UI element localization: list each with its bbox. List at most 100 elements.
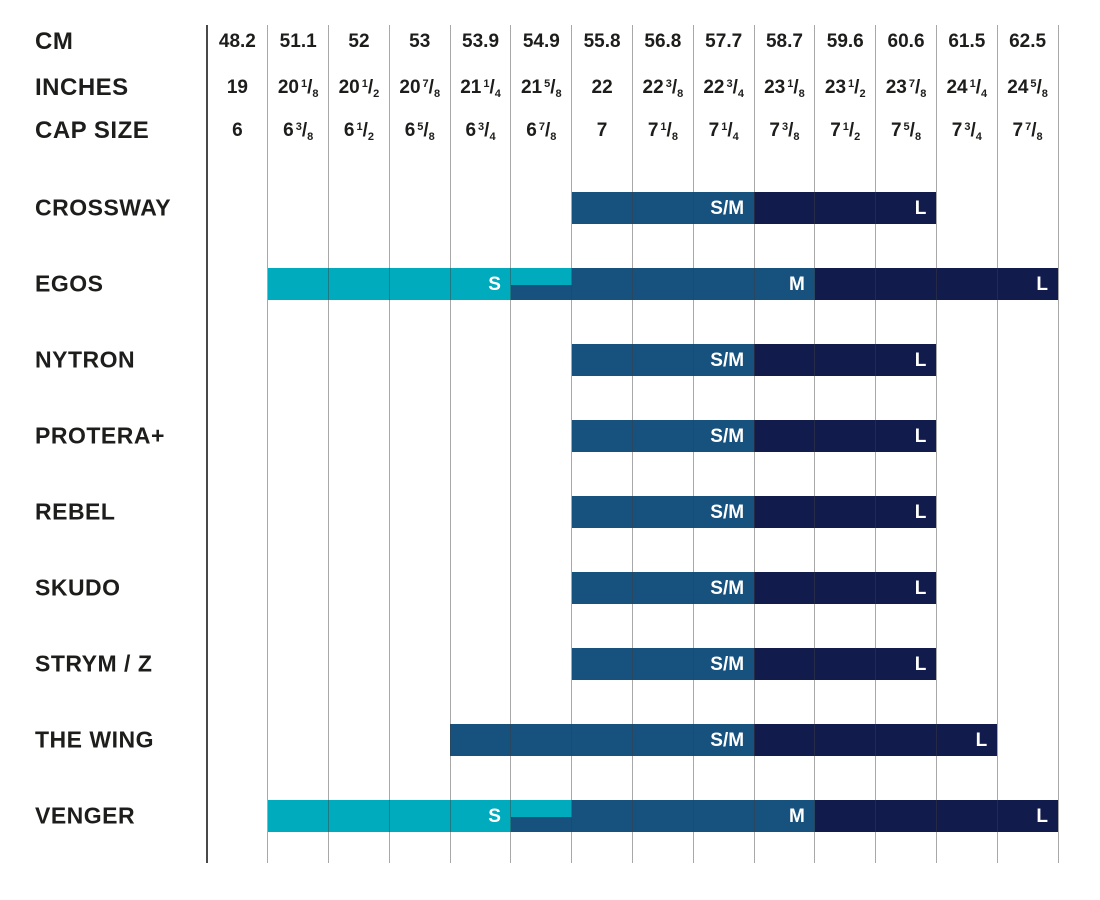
size-bar-label: L [914, 653, 927, 675]
size-value: 6 3/4 [465, 120, 496, 143]
size-value: 7 [596, 120, 608, 141]
size-value: 21 1/4 [460, 77, 501, 100]
size-value: 6 1/2 [343, 120, 375, 143]
size-bar-label: L [914, 425, 927, 447]
model-label: EGOS [35, 270, 104, 297]
size-value: 54.9 [522, 31, 560, 52]
size-bar-label: S/M [710, 349, 745, 371]
size-bar: S/M [571, 344, 755, 376]
grid-line [267, 25, 269, 863]
size-bar: L [754, 724, 998, 756]
size-bar: S/M [571, 648, 755, 680]
size-value: 20 1/8 [277, 77, 319, 100]
size-value: 7 3/4 [951, 120, 982, 143]
size-bar-overlap-strip [510, 268, 572, 285]
size-value: 53 [409, 31, 431, 52]
size-value: 58.7 [765, 31, 803, 52]
size-bar: S/M [571, 496, 755, 528]
size-bar-label: S/M [710, 577, 745, 599]
grid-line [996, 25, 998, 863]
size-bar-label: S [488, 805, 501, 827]
size-bar-label: L [914, 349, 927, 371]
size-value: 22 3/4 [703, 77, 745, 100]
grid-line [1057, 25, 1059, 863]
size-value: 61.5 [948, 31, 986, 52]
grid-line [388, 25, 390, 863]
size-value: 59.6 [826, 31, 864, 52]
size-value: 20 1/2 [338, 77, 380, 100]
size-value: 52 [348, 31, 370, 52]
grid-line [206, 25, 208, 863]
grid-line [328, 25, 330, 863]
grid-line [510, 25, 512, 863]
grid-line [814, 25, 816, 863]
size-value: 22 3/8 [642, 77, 684, 100]
grid-line [935, 25, 937, 863]
size-value: 23 1/2 [824, 77, 866, 100]
size-value: 7 7/8 [1012, 120, 1043, 143]
size-value: 6 7/8 [526, 120, 557, 143]
size-bar-label: L [914, 197, 927, 219]
header-row-label: CAP SIZE [35, 117, 150, 144]
size-bar-label: M [789, 273, 805, 295]
size-value: 62.5 [1009, 31, 1047, 52]
size-bar: S/M [571, 420, 755, 452]
size-value: 7 1/2 [830, 120, 861, 143]
size-bar-label: L [1036, 805, 1048, 827]
size-value: 6 5/8 [404, 120, 435, 143]
size-value: 24 5/8 [1007, 77, 1048, 100]
size-bar-label: L [975, 729, 988, 751]
size-value: 51.1 [279, 31, 317, 52]
size-bar: L [754, 344, 937, 376]
size-value: 21 5/8 [520, 77, 562, 100]
grid-line [875, 25, 877, 863]
model-label: THE WING [35, 726, 154, 753]
size-bar: S/M [450, 724, 755, 756]
size-value: 48.2 [218, 31, 256, 52]
size-bar-label: L [914, 501, 927, 523]
size-bar: L [814, 268, 1058, 300]
size-bar: L [754, 648, 937, 680]
size-value: 23 1/8 [764, 77, 805, 100]
size-value: 6 3/8 [283, 120, 314, 143]
grid-line [753, 25, 755, 863]
size-bar-label: L [1036, 273, 1048, 295]
grid-line [449, 25, 451, 863]
model-label: REBEL [35, 498, 116, 525]
size-value: 53.9 [462, 31, 500, 52]
model-label: STRYM / Z [35, 650, 153, 677]
size-bar: S/M [571, 192, 755, 224]
size-bar: L [754, 192, 937, 224]
model-label: CROSSWAY [35, 194, 172, 221]
size-value: 7 5/8 [890, 120, 922, 143]
size-value: 55.8 [583, 31, 621, 52]
size-bar-label: S/M [710, 501, 745, 523]
size-value: 23 7/8 [885, 77, 927, 100]
size-bar-label: S/M [710, 729, 745, 751]
size-value: 6 [232, 120, 243, 141]
size-value: 19 [226, 77, 248, 98]
size-bar: S [267, 268, 511, 300]
size-bar-label: S/M [710, 197, 745, 219]
size-value: 7 1/8 [647, 120, 678, 143]
size-value: 22 [591, 77, 613, 98]
size-bar: L [814, 800, 1058, 832]
model-label: VENGER [35, 802, 136, 829]
size-bar: S/M [571, 572, 755, 604]
grid-line [571, 25, 573, 863]
size-value: 60.6 [887, 31, 925, 52]
size-value: 56.8 [644, 31, 682, 52]
header-row-label: CM [35, 28, 74, 55]
size-bar: L [754, 496, 937, 528]
model-label: PROTERA+ [35, 422, 165, 449]
size-value: 7 1/4 [708, 120, 739, 143]
size-bar-overlap-strip [510, 800, 572, 817]
size-value: 7 3/8 [769, 120, 800, 143]
size-bar: L [754, 572, 937, 604]
size-bar-label: S [488, 273, 501, 295]
header-row-label: INCHES [35, 74, 129, 101]
size-bar-label: M [789, 805, 805, 827]
size-bar-label: L [914, 577, 927, 599]
size-value: 20 7/8 [399, 77, 441, 100]
